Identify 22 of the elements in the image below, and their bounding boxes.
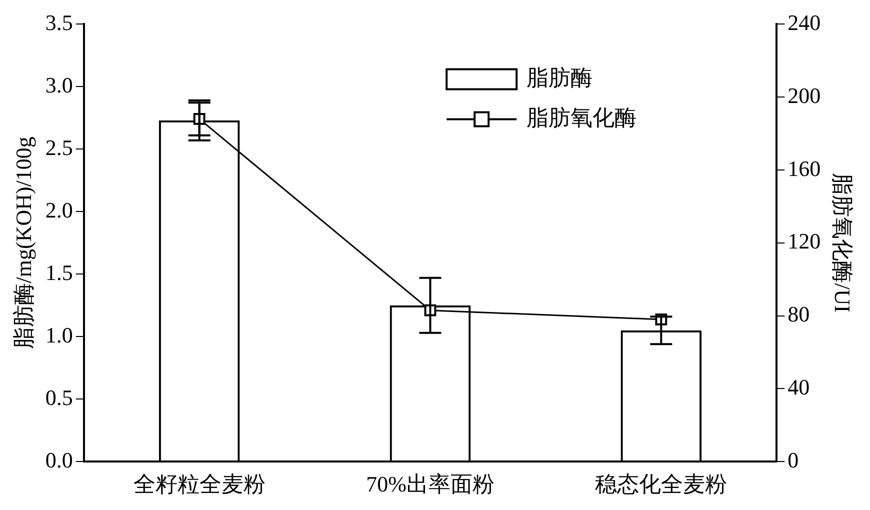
x-tick-label: 70%出率面粉 <box>366 472 494 497</box>
y2-tick-label: 240 <box>788 10 821 35</box>
x-tick-label: 全籽粒全麦粉 <box>133 472 266 497</box>
y-tick-label: 2.5 <box>45 134 73 160</box>
y-axis-title: 脂肪酶/mg(KOH)/100g <box>10 136 36 350</box>
y2-tick-label: 120 <box>788 228 821 254</box>
y-tick-label: 0.5 <box>45 384 73 410</box>
y-tick-label: 1.0 <box>45 322 73 348</box>
y-tick-label: 0.0 <box>45 447 73 472</box>
y-tick-label: 3.5 <box>45 10 73 35</box>
legend-label: 脂肪氧化酶 <box>526 104 637 130</box>
y2-tick-label: 200 <box>788 82 821 108</box>
y2-tick-label: 40 <box>788 374 810 400</box>
y-tick-label: 3.0 <box>45 72 73 98</box>
x-tick-label: 稳态化全麦粉 <box>595 472 728 497</box>
y2-tick-label: 80 <box>788 302 810 327</box>
y2-tick-label: 0 <box>788 447 799 472</box>
y2-tick-label: 160 <box>788 156 821 181</box>
y-tick-label: 2.0 <box>45 197 73 222</box>
y-tick-label: 1.5 <box>45 260 73 285</box>
y2-axis-title: 脂肪氧化酶/UI <box>830 173 856 313</box>
legend-label: 脂肪酶 <box>526 64 593 90</box>
